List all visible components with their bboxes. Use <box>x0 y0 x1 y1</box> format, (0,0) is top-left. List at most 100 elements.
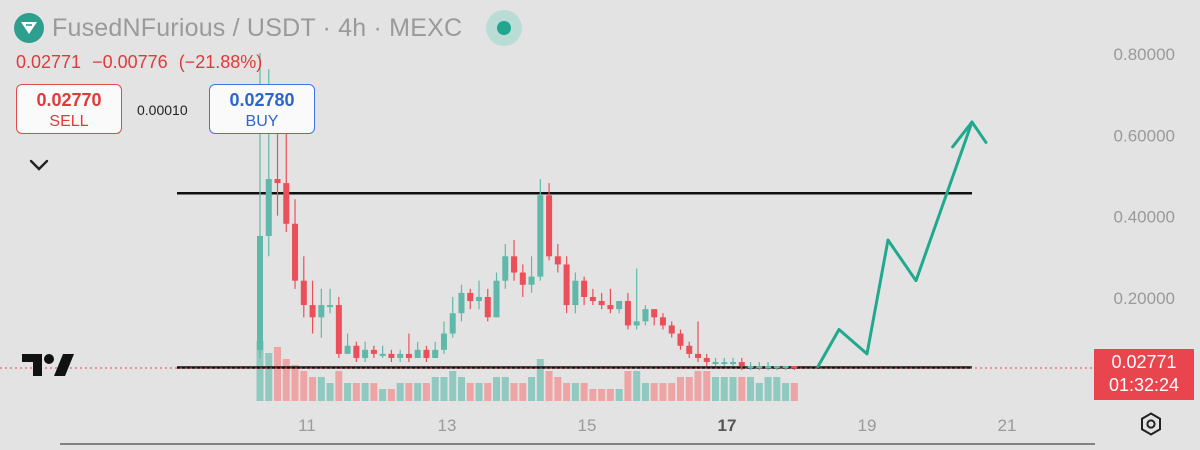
volume-bar <box>370 383 378 401</box>
token-logo-icon <box>14 13 44 43</box>
volume-bar <box>668 383 676 401</box>
price-change-pct: (−21.88%) <box>178 52 263 72</box>
candle-body <box>695 353 701 358</box>
volume-bar <box>352 383 360 401</box>
volume-bar <box>615 389 623 401</box>
sell-label: SELL <box>49 113 89 130</box>
volume-bar <box>676 377 684 401</box>
x-tick-label: 19 <box>858 416 877 435</box>
candle-body <box>511 256 518 273</box>
candle-body <box>440 333 447 350</box>
candle-body <box>353 345 360 358</box>
volume-bar <box>519 383 527 401</box>
volume-bar <box>282 359 290 401</box>
candle-body <box>300 280 307 306</box>
volume-bar <box>747 377 755 401</box>
volume-bar <box>414 383 422 401</box>
volume-bar <box>528 377 536 401</box>
volume-bar <box>545 371 553 401</box>
candle-body <box>414 349 421 358</box>
candle-body <box>782 366 789 369</box>
volume-bar <box>580 383 588 401</box>
candle-body <box>747 366 754 369</box>
volume-bar <box>457 377 465 401</box>
candle-body <box>677 333 684 346</box>
candle-body <box>598 301 605 306</box>
candle-body <box>616 301 623 310</box>
candle-body <box>458 292 465 314</box>
tradingview-logo-icon <box>22 352 74 383</box>
sell-price: 0.02770 <box>36 90 102 110</box>
candle-body <box>633 321 640 326</box>
ohlc-readout: 0.02771 −0.00776 (−21.88%) <box>16 52 268 73</box>
volume-bar <box>536 359 544 401</box>
x-tick-label: 11 <box>298 416 316 435</box>
candle-body <box>537 195 544 277</box>
volume-bar <box>466 383 474 401</box>
volume-bar <box>790 383 798 401</box>
candle-body <box>572 280 579 306</box>
candle-body <box>397 353 404 358</box>
volume-bar <box>712 377 720 401</box>
candle-body <box>318 305 325 318</box>
candle-body <box>283 183 290 224</box>
candle-body <box>327 305 334 308</box>
volume-bar <box>326 383 334 401</box>
volume-bar <box>782 383 790 401</box>
candle-body <box>257 235 263 350</box>
candle-body <box>274 179 281 184</box>
candle-body <box>309 305 316 318</box>
sell-button[interactable]: 0.02770 SELL <box>16 84 122 134</box>
projection-arrowhead <box>951 120 974 149</box>
volume-bar <box>317 377 325 401</box>
volume-bar <box>764 377 772 401</box>
chevron-down-icon[interactable] <box>28 158 50 177</box>
candle-body <box>730 362 737 365</box>
candle-body <box>344 345 351 354</box>
buy-button[interactable]: 0.02780 BUY <box>209 84 315 134</box>
volume-bar <box>291 365 299 401</box>
symbol-title[interactable]: FusedNFurious / USDT · 4h · MEXC <box>52 13 463 42</box>
volume-bar <box>501 377 509 401</box>
candle-body <box>624 301 631 326</box>
candle-body <box>563 264 570 306</box>
volume-bar <box>650 383 658 401</box>
candle-body <box>607 305 614 310</box>
candle-body <box>712 362 719 365</box>
candle-body <box>589 296 596 302</box>
volume-bar <box>606 389 614 401</box>
candle-body <box>467 292 474 302</box>
volume-bar <box>633 371 641 401</box>
volume-bar <box>344 383 352 401</box>
x-tick-label: 13 <box>438 416 457 435</box>
candle-body <box>773 366 780 369</box>
volume-bar <box>720 377 728 401</box>
volume-bar <box>641 383 649 401</box>
volume-bar <box>475 383 483 401</box>
volume-bar <box>563 383 571 401</box>
volume-bar <box>379 389 387 401</box>
candle-body <box>388 353 395 358</box>
volume-bar <box>493 377 501 401</box>
volume-bar <box>484 383 492 401</box>
candle-body <box>476 296 482 302</box>
settings-icon[interactable] <box>1139 412 1163 441</box>
live-status-icon <box>486 10 523 46</box>
candle-body <box>651 309 658 318</box>
volume-bar <box>554 377 562 401</box>
candle-body <box>335 305 342 354</box>
projection-path <box>816 120 974 369</box>
volume-bar <box>335 371 343 401</box>
candle-body <box>546 195 553 257</box>
volume-bar <box>309 377 317 401</box>
volume-bar <box>449 371 457 401</box>
volume-bar <box>440 377 448 401</box>
bar-countdown: 01:32:24 <box>1108 375 1180 395</box>
spread-value: 0.00010 <box>137 102 188 118</box>
volume-bar <box>694 371 702 401</box>
current-price: 0.02771 <box>1111 352 1177 372</box>
price-change: −0.00776 <box>92 52 168 72</box>
candle-body <box>668 325 675 334</box>
volume-bar <box>624 371 632 401</box>
